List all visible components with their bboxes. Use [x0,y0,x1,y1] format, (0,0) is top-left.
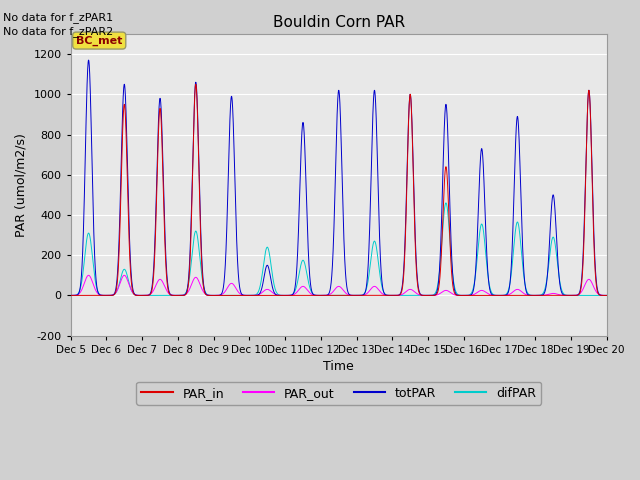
Text: No data for f_zPAR2: No data for f_zPAR2 [3,26,113,37]
Legend: PAR_in, PAR_out, totPAR, difPAR: PAR_in, PAR_out, totPAR, difPAR [136,382,541,405]
Text: BC_met: BC_met [76,36,122,46]
Text: No data for f_zPAR1: No data for f_zPAR1 [3,12,113,23]
Title: Bouldin Corn PAR: Bouldin Corn PAR [273,15,404,30]
Y-axis label: PAR (umol/m2/s): PAR (umol/m2/s) [15,133,28,237]
X-axis label: Time: Time [323,360,354,373]
